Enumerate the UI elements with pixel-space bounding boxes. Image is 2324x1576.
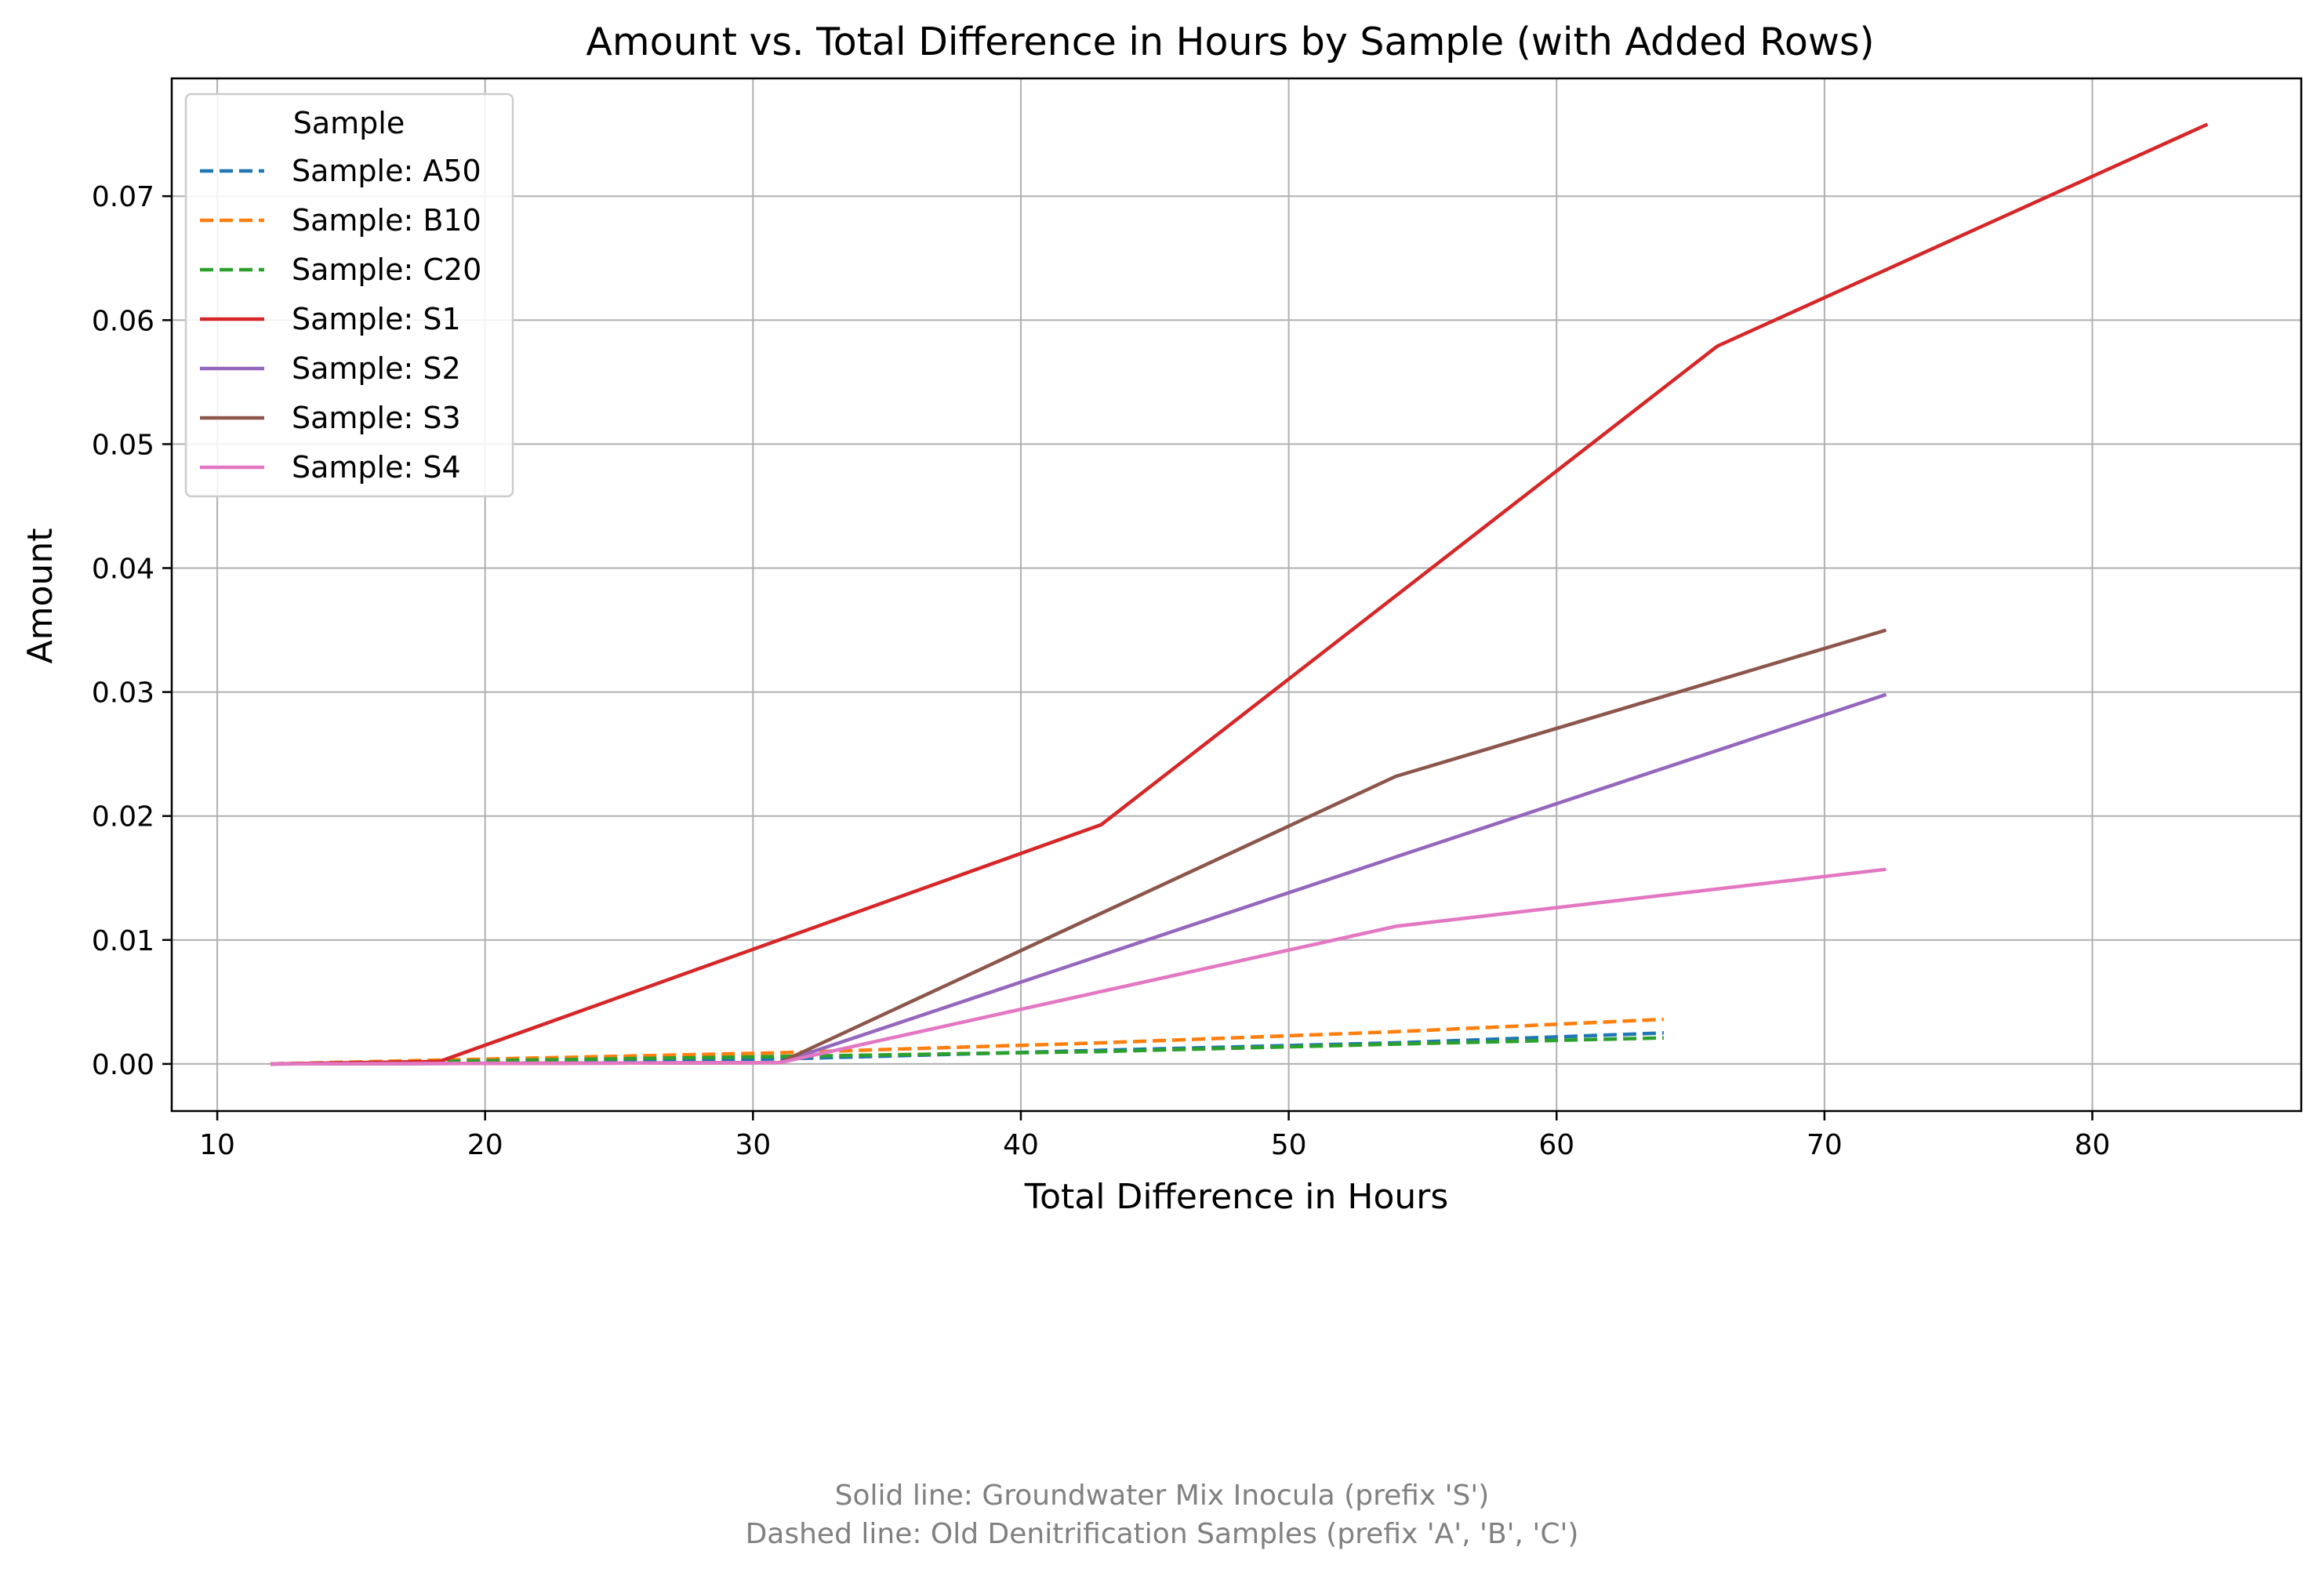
legend-label: Sample: C20 bbox=[292, 252, 481, 287]
y-tick-label: 0.01 bbox=[92, 925, 154, 957]
x-tick-label: 80 bbox=[2075, 1129, 2111, 1161]
plot-frame bbox=[170, 77, 2303, 1113]
x-tick-label: 50 bbox=[1271, 1129, 1307, 1161]
x-tick-label: 60 bbox=[1538, 1129, 1574, 1161]
legend-label: Sample: B10 bbox=[292, 203, 481, 238]
footnote-line-1: Solid line: Groundwater Mix Inocula (pre… bbox=[835, 1480, 1490, 1512]
legend-entries: Sample: A50 Sample: B10 Sample: C20 Sample:… bbox=[200, 154, 481, 485]
x-tick-label: 10 bbox=[199, 1129, 235, 1161]
x-tick-label: 20 bbox=[467, 1129, 503, 1161]
x-tick-label: 70 bbox=[1807, 1129, 1843, 1161]
plot-area bbox=[170, 77, 2303, 1113]
tick-layer: 10 20 30 40 50 60 70 80 0.00 0.01 0.02 0.03 0.04 0.05… bbox=[92, 181, 2111, 1161]
x-tick-label: 30 bbox=[735, 1129, 771, 1161]
grid-layer bbox=[172, 78, 2301, 1111]
footnote-line-2: Dashed line: Old Denitrification Samples… bbox=[746, 1518, 1579, 1550]
y-axis-label: Amount bbox=[20, 528, 60, 664]
legend-label: Sample: S4 bbox=[292, 450, 461, 485]
y-tick-label: 0.03 bbox=[92, 677, 154, 710]
legend-box bbox=[184, 93, 514, 498]
series-layer bbox=[271, 122, 2209, 1066]
y-tick-label: 0.07 bbox=[92, 181, 154, 213]
legend-title: Sample bbox=[293, 106, 405, 140]
legend-label: Sample: A50 bbox=[292, 154, 481, 188]
y-tick-label: 0.06 bbox=[92, 305, 154, 337]
series-line-b10 bbox=[271, 1017, 1665, 1066]
x-axis-label: Total Difference in Hours bbox=[1024, 1177, 1449, 1217]
legend-label: Sample: S1 bbox=[292, 302, 461, 336]
y-tick-label: 0.00 bbox=[92, 1049, 154, 1081]
y-tick-label: 0.02 bbox=[92, 801, 154, 833]
legend: Sample Sample: A50 Sample: B10 Sample: C20… bbox=[184, 93, 514, 498]
y-tick-label: 0.04 bbox=[92, 554, 154, 586]
legend-label: Sample: S2 bbox=[292, 351, 461, 386]
y-tick-label: 0.05 bbox=[92, 429, 154, 461]
plot-background bbox=[172, 78, 2301, 1111]
legend-label: Sample: S3 bbox=[292, 401, 461, 435]
series-line-c20 bbox=[271, 1036, 1664, 1066]
x-tick-label: 40 bbox=[1003, 1129, 1039, 1161]
series-line-s4 bbox=[271, 867, 1886, 1066]
chart-title: Amount vs. Total Difference in Hours by … bbox=[586, 20, 1874, 64]
